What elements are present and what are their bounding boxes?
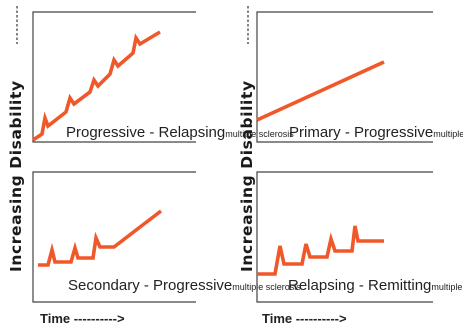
panel-caption: Progressive - Relapsingmultiple sclerosi… <box>66 124 294 141</box>
panel-caption: Primary - Progressivemultiple sclerosis <box>289 124 463 141</box>
panel-frame <box>32 171 196 303</box>
panel-primary-progressive: Primary - Progressivemultiple sclerosis <box>256 11 463 143</box>
y-axis-label-left: Increasing Disability <box>7 80 25 272</box>
panel-secondary-progressive: Secondary - Progressivemultiple sclerosi… <box>32 171 301 303</box>
panel-frame <box>32 11 196 143</box>
trend-line <box>257 225 384 276</box>
time-label-left: Time ----------> <box>40 311 125 326</box>
trend-line <box>38 209 163 267</box>
panel-caption: Relapsing - Remittingmultiple sclerosis <box>288 277 463 294</box>
y-axis-label-right: Increasing Disability <box>238 80 256 272</box>
trend-line <box>32 30 161 142</box>
panel-progressive-relapsing: Progressive - Relapsingmultiple sclerosi… <box>32 11 294 143</box>
trend-line <box>256 60 385 122</box>
panel-caption: Secondary - Progressivemultiple sclerosi… <box>68 277 301 294</box>
panel-frame <box>256 11 433 143</box>
panel-relapsing-remitting: Relapsing - Remittingmultiple sclerosis <box>256 171 463 303</box>
time-label-right: Time ----------> <box>262 311 347 326</box>
panel-frame <box>256 171 433 303</box>
